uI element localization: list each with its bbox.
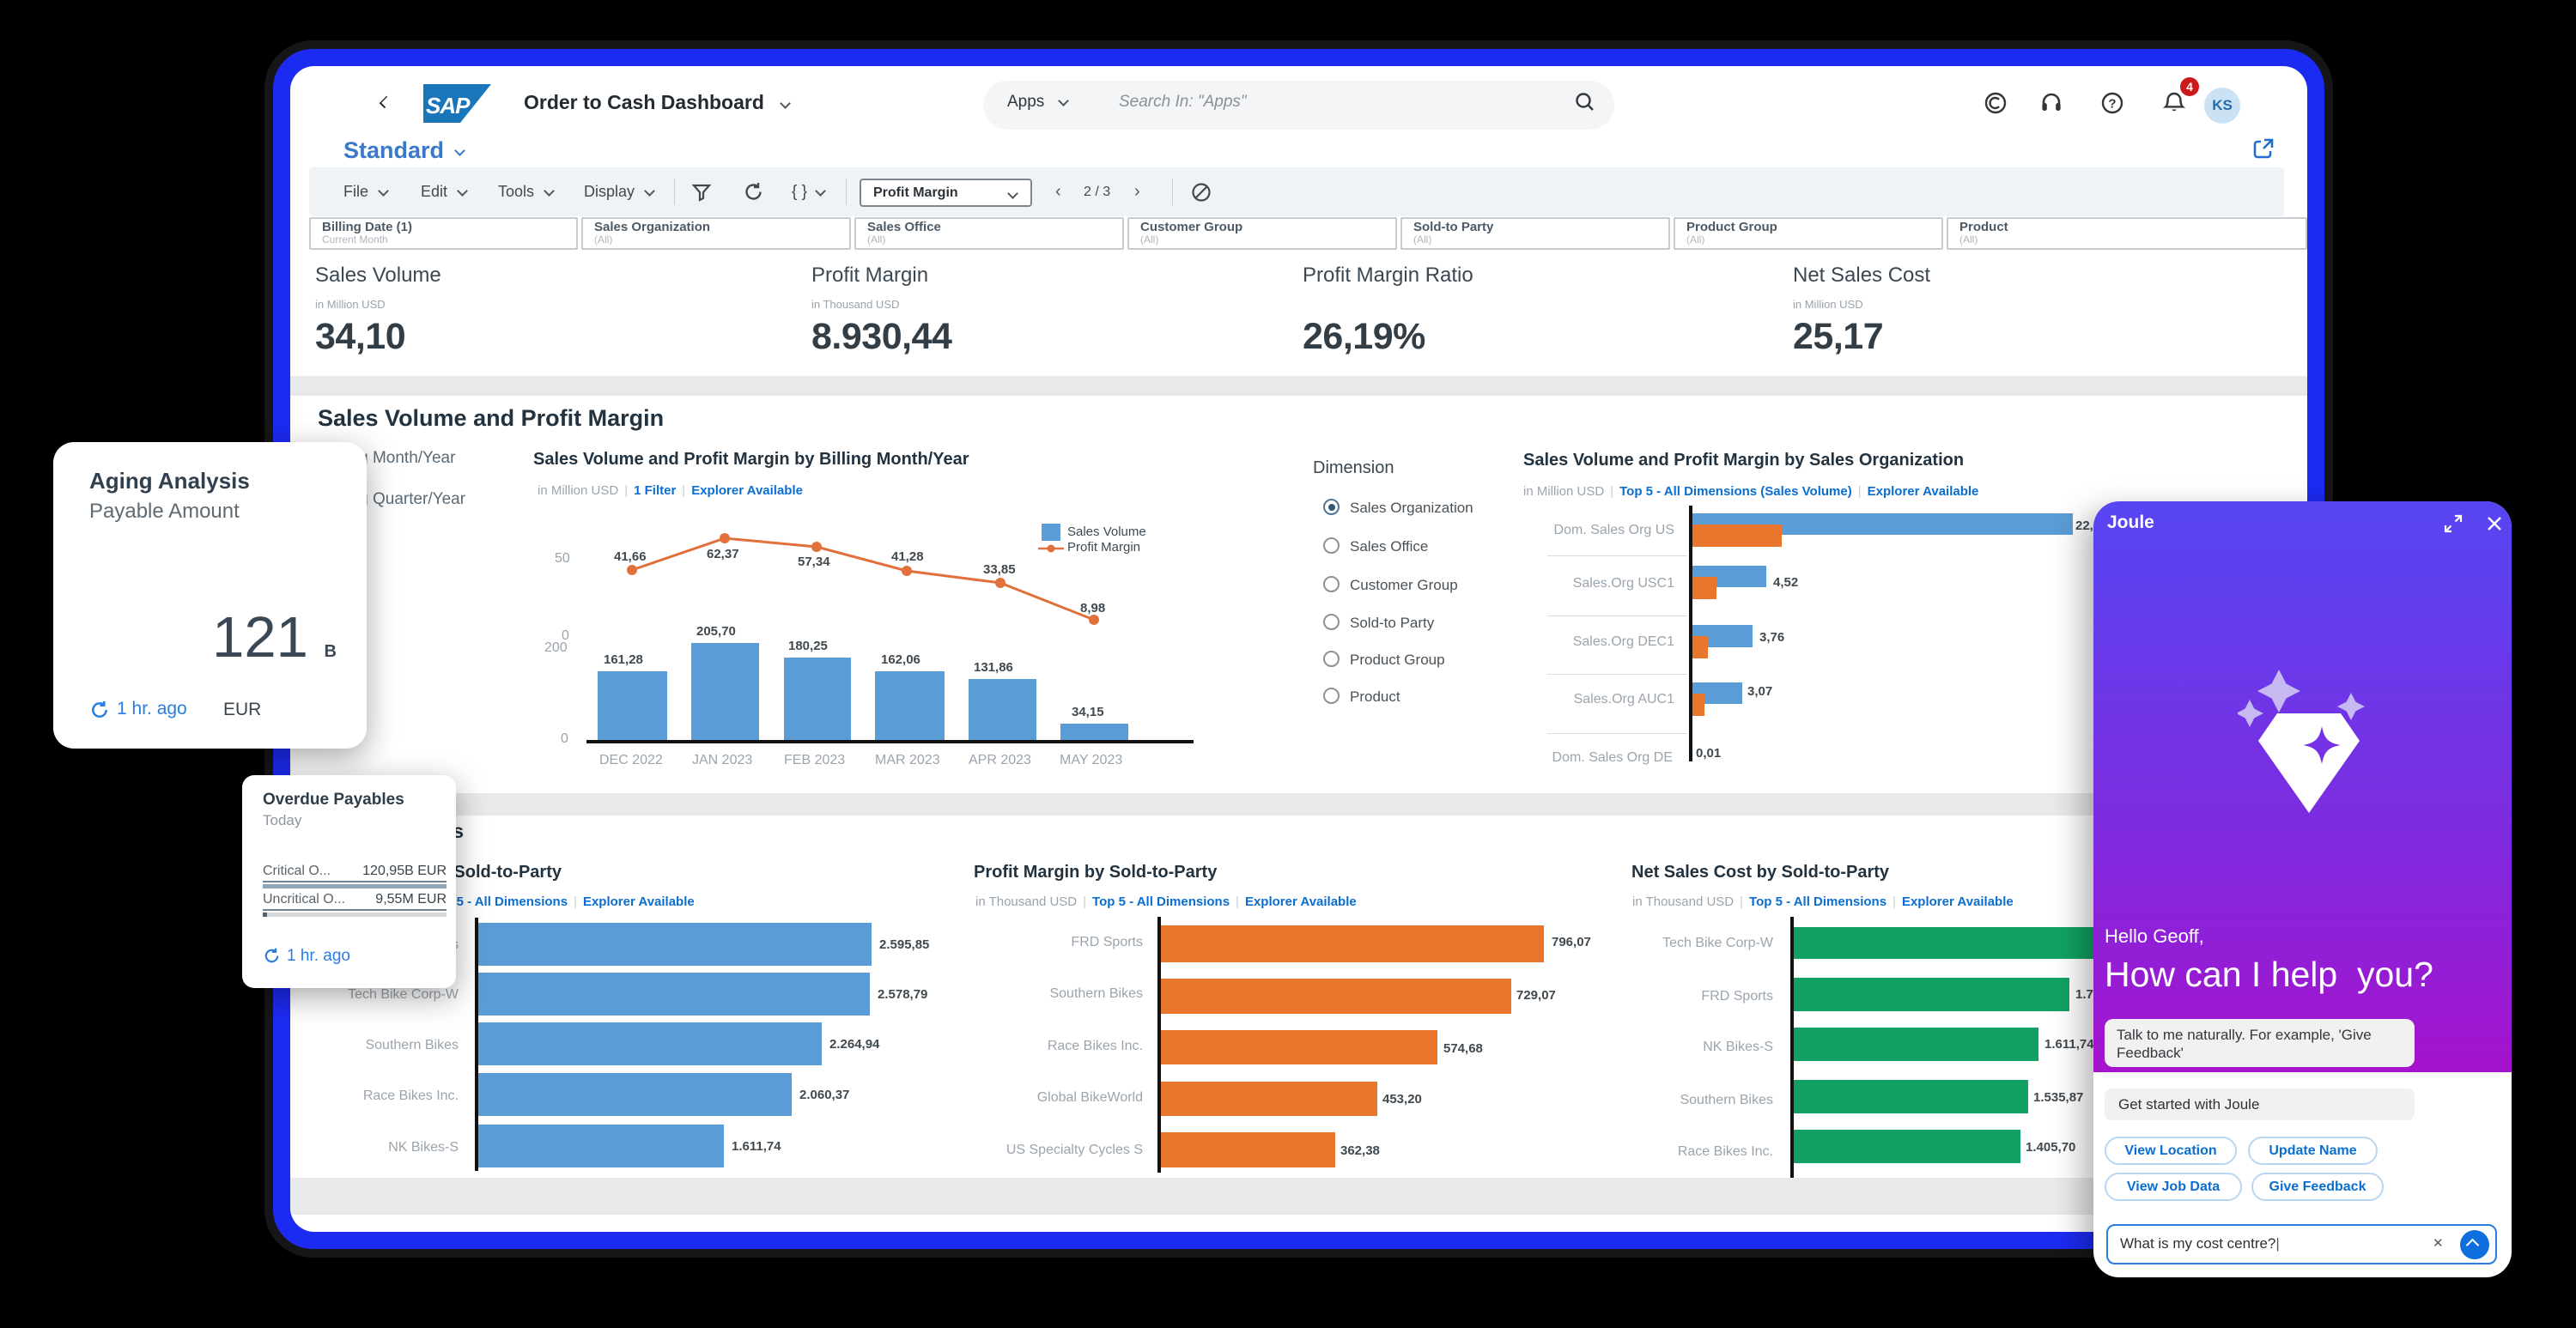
svg-text:?: ? (2108, 97, 2116, 112)
svg-text:SAP: SAP (426, 93, 471, 118)
